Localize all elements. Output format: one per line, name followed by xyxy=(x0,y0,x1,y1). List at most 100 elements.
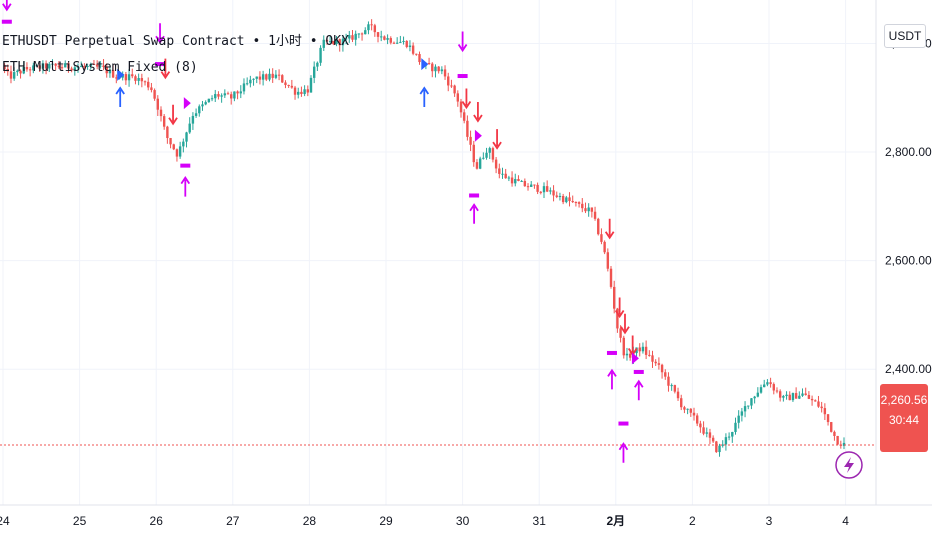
candle-body xyxy=(41,63,45,69)
candle xyxy=(689,408,693,417)
candle xyxy=(35,64,38,67)
candle xyxy=(392,41,396,45)
candle-body xyxy=(230,94,233,99)
candle xyxy=(185,131,188,148)
candle xyxy=(348,30,351,43)
candle-body xyxy=(718,445,721,453)
candle xyxy=(625,347,629,361)
candle xyxy=(447,72,450,92)
candle xyxy=(523,178,527,187)
candle xyxy=(38,62,41,73)
signal-arrow-up xyxy=(634,379,644,401)
currency-unit-button[interactable]: USDT xyxy=(884,24,926,48)
candle xyxy=(782,394,785,402)
candle xyxy=(820,401,823,413)
candle-body xyxy=(801,393,804,396)
signal-arrow-down xyxy=(492,129,502,150)
candle xyxy=(226,91,230,95)
candle xyxy=(577,201,581,208)
candle xyxy=(389,36,392,45)
candle xyxy=(584,202,587,214)
candle xyxy=(504,168,507,179)
symbol-legend[interactable]: ETHUSDT Perpetual Swap Contract • 1小时 • … xyxy=(2,34,349,49)
time-axis[interactable]: 24 25 26 27 28 29 30 31 2月 2 3 4 xyxy=(0,514,849,528)
time-axis-label: 30 xyxy=(456,514,470,528)
candle-body xyxy=(389,38,392,43)
lightning-icon[interactable] xyxy=(835,451,863,479)
candle xyxy=(775,387,779,394)
candle-body xyxy=(587,207,590,212)
candle-body xyxy=(86,65,89,67)
candle xyxy=(22,61,25,75)
candle xyxy=(9,65,13,84)
candle xyxy=(545,180,549,193)
candle xyxy=(743,401,747,418)
candle xyxy=(740,407,744,422)
candle-body xyxy=(434,66,437,72)
candle-body xyxy=(526,186,530,188)
candle-body xyxy=(175,149,179,157)
candle-body xyxy=(555,195,558,197)
candle xyxy=(514,173,517,187)
candle-body xyxy=(411,45,415,54)
candle xyxy=(150,82,153,93)
candle-body xyxy=(814,400,817,402)
time-axis-label: 31 xyxy=(533,514,547,528)
signal-arrow-down xyxy=(614,297,625,319)
candle xyxy=(95,60,99,70)
candle xyxy=(501,167,504,179)
candle-body xyxy=(756,392,760,397)
candle-body xyxy=(456,93,460,102)
candle xyxy=(236,90,239,100)
signal-triangle xyxy=(117,68,125,81)
time-axis-label: 27 xyxy=(226,514,240,528)
candle-body xyxy=(804,393,807,395)
candle-body xyxy=(743,406,747,412)
candle-body xyxy=(395,42,399,44)
signal-arrow-up xyxy=(419,86,430,108)
candle xyxy=(418,51,421,65)
indicator-legend[interactable]: ETH MultiSystem Fixed (8) xyxy=(2,60,198,75)
candle xyxy=(769,377,772,388)
price-axis[interactable]: 3,000.002,800.002,600.002,400.00 xyxy=(885,36,932,376)
candle xyxy=(756,387,760,398)
candle-body xyxy=(9,71,13,79)
candle xyxy=(360,32,364,41)
candle-body xyxy=(255,76,258,79)
candle-body xyxy=(699,423,702,428)
candle xyxy=(507,175,511,182)
candle-body xyxy=(105,67,108,74)
candle xyxy=(603,240,606,255)
signal-bar xyxy=(469,193,480,198)
candle-body xyxy=(437,66,440,72)
candle-body xyxy=(35,65,38,67)
candle xyxy=(166,125,169,144)
candle xyxy=(134,74,137,85)
candle xyxy=(281,74,284,84)
candle-body xyxy=(431,63,434,72)
candle-body xyxy=(309,77,313,93)
candle xyxy=(284,80,287,89)
candle xyxy=(673,384,677,394)
candle-body xyxy=(194,113,198,116)
candle xyxy=(194,108,198,118)
signal-arrow-up xyxy=(180,176,191,197)
candle xyxy=(654,359,657,367)
candle-body xyxy=(328,41,332,43)
price-axis-label: 2,600.00 xyxy=(885,254,932,268)
candle-body xyxy=(711,437,715,442)
candle-body xyxy=(38,65,41,69)
candle xyxy=(817,395,820,408)
candle xyxy=(498,163,501,179)
candle-body xyxy=(750,398,753,406)
candle-body xyxy=(348,35,351,39)
candle-body xyxy=(12,72,16,79)
candle xyxy=(431,62,434,78)
candle-body xyxy=(443,69,447,77)
candle-body xyxy=(214,94,217,99)
candle xyxy=(115,74,118,84)
candle xyxy=(810,395,814,406)
candle-body xyxy=(427,63,431,65)
candle xyxy=(785,391,788,400)
